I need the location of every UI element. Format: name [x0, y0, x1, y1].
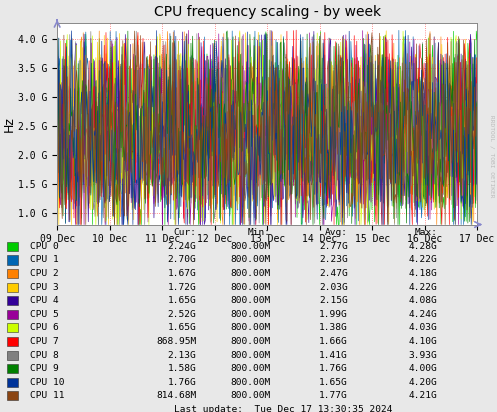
Text: 4.18G: 4.18G	[409, 269, 437, 278]
Text: 800.00M: 800.00M	[231, 269, 271, 278]
Text: 814.68M: 814.68M	[156, 391, 196, 400]
Text: 1.66G: 1.66G	[319, 337, 348, 346]
Text: CPU 9: CPU 9	[30, 364, 59, 373]
Text: 1.72G: 1.72G	[167, 283, 196, 292]
Text: 868.95M: 868.95M	[156, 337, 196, 346]
Text: CPU 6: CPU 6	[30, 323, 59, 332]
Text: 800.00M: 800.00M	[231, 242, 271, 251]
Text: 4.24G: 4.24G	[409, 310, 437, 319]
Text: 800.00M: 800.00M	[231, 323, 271, 332]
Text: 800.00M: 800.00M	[231, 296, 271, 305]
Text: 2.23G: 2.23G	[319, 255, 348, 265]
Text: 2.03G: 2.03G	[319, 283, 348, 292]
Text: CPU 0: CPU 0	[30, 242, 59, 251]
Text: 1.99G: 1.99G	[319, 310, 348, 319]
Text: CPU 3: CPU 3	[30, 283, 59, 292]
Text: 4.20G: 4.20G	[409, 378, 437, 387]
Text: Avg:: Avg:	[325, 228, 348, 237]
Text: 4.28G: 4.28G	[409, 242, 437, 251]
Text: 2.70G: 2.70G	[167, 255, 196, 265]
Text: 1.41G: 1.41G	[319, 351, 348, 360]
Text: 1.76G: 1.76G	[167, 378, 196, 387]
Text: 800.00M: 800.00M	[231, 310, 271, 319]
Text: CPU 11: CPU 11	[30, 391, 64, 400]
Text: CPU 4: CPU 4	[30, 296, 59, 305]
Text: Last update:  Tue Dec 17 13:30:35 2024: Last update: Tue Dec 17 13:30:35 2024	[174, 405, 393, 412]
Text: 1.38G: 1.38G	[319, 323, 348, 332]
Text: 2.77G: 2.77G	[319, 242, 348, 251]
Text: 800.00M: 800.00M	[231, 378, 271, 387]
Text: 2.47G: 2.47G	[319, 269, 348, 278]
Text: CPU 8: CPU 8	[30, 351, 59, 360]
Text: 1.58G: 1.58G	[167, 364, 196, 373]
Text: 4.10G: 4.10G	[409, 337, 437, 346]
Text: Max:: Max:	[414, 228, 437, 237]
Text: 1.67G: 1.67G	[167, 269, 196, 278]
Text: 800.00M: 800.00M	[231, 255, 271, 265]
Text: 1.76G: 1.76G	[319, 364, 348, 373]
Text: 800.00M: 800.00M	[231, 337, 271, 346]
Text: 1.77G: 1.77G	[319, 391, 348, 400]
Text: 2.24G: 2.24G	[167, 242, 196, 251]
Text: 4.21G: 4.21G	[409, 391, 437, 400]
Text: 3.93G: 3.93G	[409, 351, 437, 360]
Text: 2.52G: 2.52G	[167, 310, 196, 319]
Text: 800.00M: 800.00M	[231, 391, 271, 400]
Text: 4.03G: 4.03G	[409, 323, 437, 332]
Text: CPU 10: CPU 10	[30, 378, 64, 387]
Text: 4.22G: 4.22G	[409, 255, 437, 265]
Text: 800.00M: 800.00M	[231, 351, 271, 360]
Y-axis label: Hz: Hz	[2, 116, 15, 131]
Text: 4.08G: 4.08G	[409, 296, 437, 305]
Text: 800.00M: 800.00M	[231, 283, 271, 292]
Text: CPU 2: CPU 2	[30, 269, 59, 278]
Text: 1.65G: 1.65G	[167, 296, 196, 305]
Text: 2.13G: 2.13G	[167, 351, 196, 360]
Text: CPU 5: CPU 5	[30, 310, 59, 319]
Text: 1.65G: 1.65G	[167, 323, 196, 332]
Title: CPU frequency scaling - by week: CPU frequency scaling - by week	[154, 5, 381, 19]
Text: CPU 1: CPU 1	[30, 255, 59, 265]
Text: 4.22G: 4.22G	[409, 283, 437, 292]
Text: Cur:: Cur:	[173, 228, 196, 237]
Text: 4.00G: 4.00G	[409, 364, 437, 373]
Text: CPU 7: CPU 7	[30, 337, 59, 346]
Text: Min:: Min:	[248, 228, 271, 237]
Text: 2.15G: 2.15G	[319, 296, 348, 305]
Text: RRDTOOL / TOBI OETIKER: RRDTOOL / TOBI OETIKER	[490, 115, 495, 198]
Text: 1.65G: 1.65G	[319, 378, 348, 387]
Text: 800.00M: 800.00M	[231, 364, 271, 373]
